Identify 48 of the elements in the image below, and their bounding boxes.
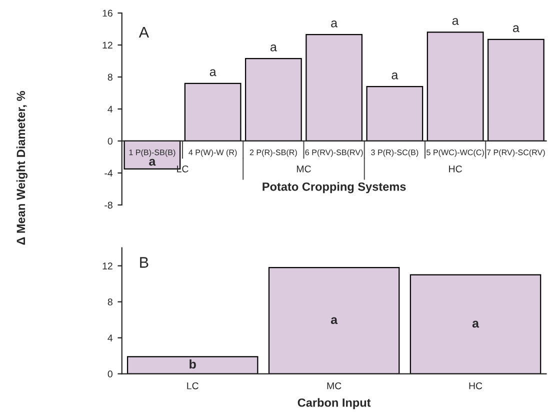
data-label: a [472, 320, 480, 328]
bar [488, 38, 544, 142]
y-tick-label: 16 [102, 10, 112, 17]
y-tick-label: 4 [108, 334, 113, 342]
y-axis-title: Δ Mean Weight Diameter, % [16, 91, 28, 245]
bar [245, 58, 302, 142]
data-label: a [331, 20, 338, 28]
x-tick-label: HC [469, 382, 482, 390]
chart-title: B [140, 257, 148, 268]
x-tick-label: 4 P(W)-W (R) [188, 149, 237, 157]
y-tick-label: 8 [108, 298, 112, 306]
x-tick-label: 2 P(R)-SB(R) [250, 149, 297, 157]
x-tick-label: 6 P(RV)-SB(RV) [305, 149, 363, 157]
x-axis-title: Carbon Input [298, 398, 371, 410]
x-tick-label: 1 P(B)-SB(B) [129, 149, 176, 157]
bar [426, 32, 484, 142]
data-label: b [190, 359, 196, 369]
bar [268, 267, 400, 374]
y-tick-label: -4 [104, 170, 113, 176]
annotation: LC [177, 165, 188, 172]
annotation: HC [449, 165, 462, 172]
y-tick-label: 8 [108, 74, 112, 81]
x-tick-label: 5 P(WC)-WC(C) [426, 149, 484, 157]
data-label: a [513, 25, 520, 32]
y-tick-label: -8 [104, 202, 112, 209]
x-tick-label: 3 P(R)-SC(B) [371, 149, 418, 157]
data-label: a [149, 158, 156, 166]
bar [410, 274, 542, 374]
y-tick-label: 0 [108, 370, 112, 378]
y-tick-label: 12 [102, 262, 112, 270]
y-tick-label: 4 [108, 106, 113, 113]
bar [126, 356, 258, 374]
data-label: a [210, 69, 216, 76]
annotation: MC [296, 165, 311, 172]
data-label: a [452, 18, 459, 25]
data-label: a [392, 72, 398, 80]
x-tick-label: LC [187, 382, 198, 390]
data-label: a [330, 317, 338, 324]
bar [306, 34, 363, 142]
x-tick-label: MC [327, 382, 342, 390]
bar [184, 82, 242, 142]
data-label: a [270, 44, 277, 52]
x-tick-label: 7 P(RV)-SC(RV) [486, 149, 545, 157]
bar [366, 86, 424, 142]
y-tick-label: 12 [102, 42, 112, 49]
text: A [138, 27, 150, 38]
x-axis-title: Potato Cropping Systems [262, 182, 406, 194]
y-tick-label: 0 [108, 138, 112, 145]
